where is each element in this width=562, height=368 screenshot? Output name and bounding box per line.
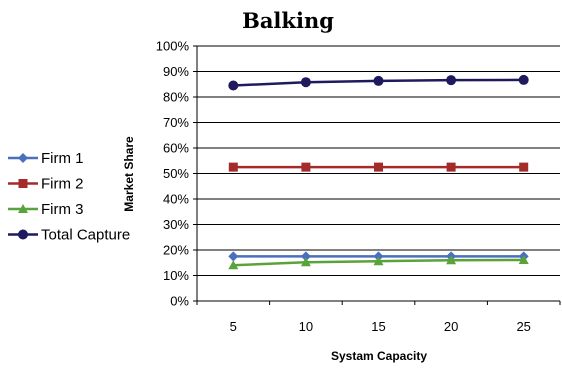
y-tick-label: 90% bbox=[163, 64, 189, 79]
x-tick-label: 5 bbox=[230, 319, 237, 334]
y-tick-label: 80% bbox=[163, 90, 189, 105]
data-point bbox=[518, 254, 529, 264]
data-point bbox=[446, 255, 457, 265]
legend-label: Firm 3 bbox=[41, 201, 84, 218]
x-tick-label: 20 bbox=[444, 319, 458, 334]
data-point bbox=[446, 162, 456, 172]
legend-label: Firm 1 bbox=[41, 150, 84, 167]
data-point bbox=[300, 251, 311, 262]
gridlines bbox=[197, 45, 560, 276]
data-point bbox=[519, 162, 529, 172]
legend-item: Firm 1 bbox=[8, 150, 84, 167]
data-point bbox=[373, 75, 384, 86]
legend-label: Firm 2 bbox=[41, 176, 84, 193]
y-tick-label: 50% bbox=[163, 166, 189, 181]
legend-marker bbox=[18, 204, 28, 213]
legend-marker bbox=[18, 229, 28, 240]
legend-item: Firm 3 bbox=[8, 201, 84, 218]
y-tick-label: 10% bbox=[163, 268, 189, 283]
legend-label: Total Capture bbox=[41, 227, 130, 244]
data-point bbox=[518, 74, 529, 85]
y-tick-label: 70% bbox=[163, 115, 189, 130]
series-2 bbox=[228, 254, 529, 270]
data-point bbox=[301, 162, 311, 172]
x-tick-labels: 5 10 15 20 25 bbox=[230, 319, 531, 334]
y-tick-label: 20% bbox=[163, 243, 189, 258]
data-point bbox=[300, 77, 311, 88]
y-tick-label: 60% bbox=[163, 141, 189, 156]
legend-marker bbox=[18, 179, 28, 188]
x-tick-label: 15 bbox=[371, 319, 385, 334]
data-point bbox=[228, 80, 239, 91]
legend-item: Firm 2 bbox=[8, 176, 84, 193]
series-3 bbox=[228, 74, 529, 91]
y-axis-label: Market Share bbox=[122, 136, 136, 212]
y-tick-label: 40% bbox=[163, 192, 189, 207]
legend-item: Total Capture bbox=[8, 227, 130, 244]
legend: Firm 1 Firm 2 Firm 3 Total Capture bbox=[8, 150, 130, 244]
axes bbox=[193, 45, 561, 305]
x-tick-label: 10 bbox=[299, 319, 313, 334]
data-point bbox=[374, 162, 383, 172]
y-tick-label: 100% bbox=[156, 39, 190, 54]
y-tick-label: 30% bbox=[163, 217, 189, 232]
data-point bbox=[228, 260, 239, 270]
data-point bbox=[228, 251, 239, 262]
data-point bbox=[373, 256, 384, 266]
data-point bbox=[446, 75, 457, 86]
data-point bbox=[300, 257, 311, 267]
y-tick-labels: 0% 10% 20% 30% 40% 50% 60% 70% 80% 90% 100% bbox=[156, 39, 190, 309]
y-tick-label: 0% bbox=[170, 294, 189, 309]
data-point bbox=[228, 162, 238, 172]
series-1 bbox=[228, 162, 529, 172]
x-axis-label: Systam Capacity bbox=[331, 349, 427, 363]
series-lines bbox=[228, 74, 529, 270]
x-tick-label: 25 bbox=[516, 319, 530, 334]
chart-title: Balking bbox=[242, 8, 334, 33]
legend-marker bbox=[18, 153, 28, 163]
